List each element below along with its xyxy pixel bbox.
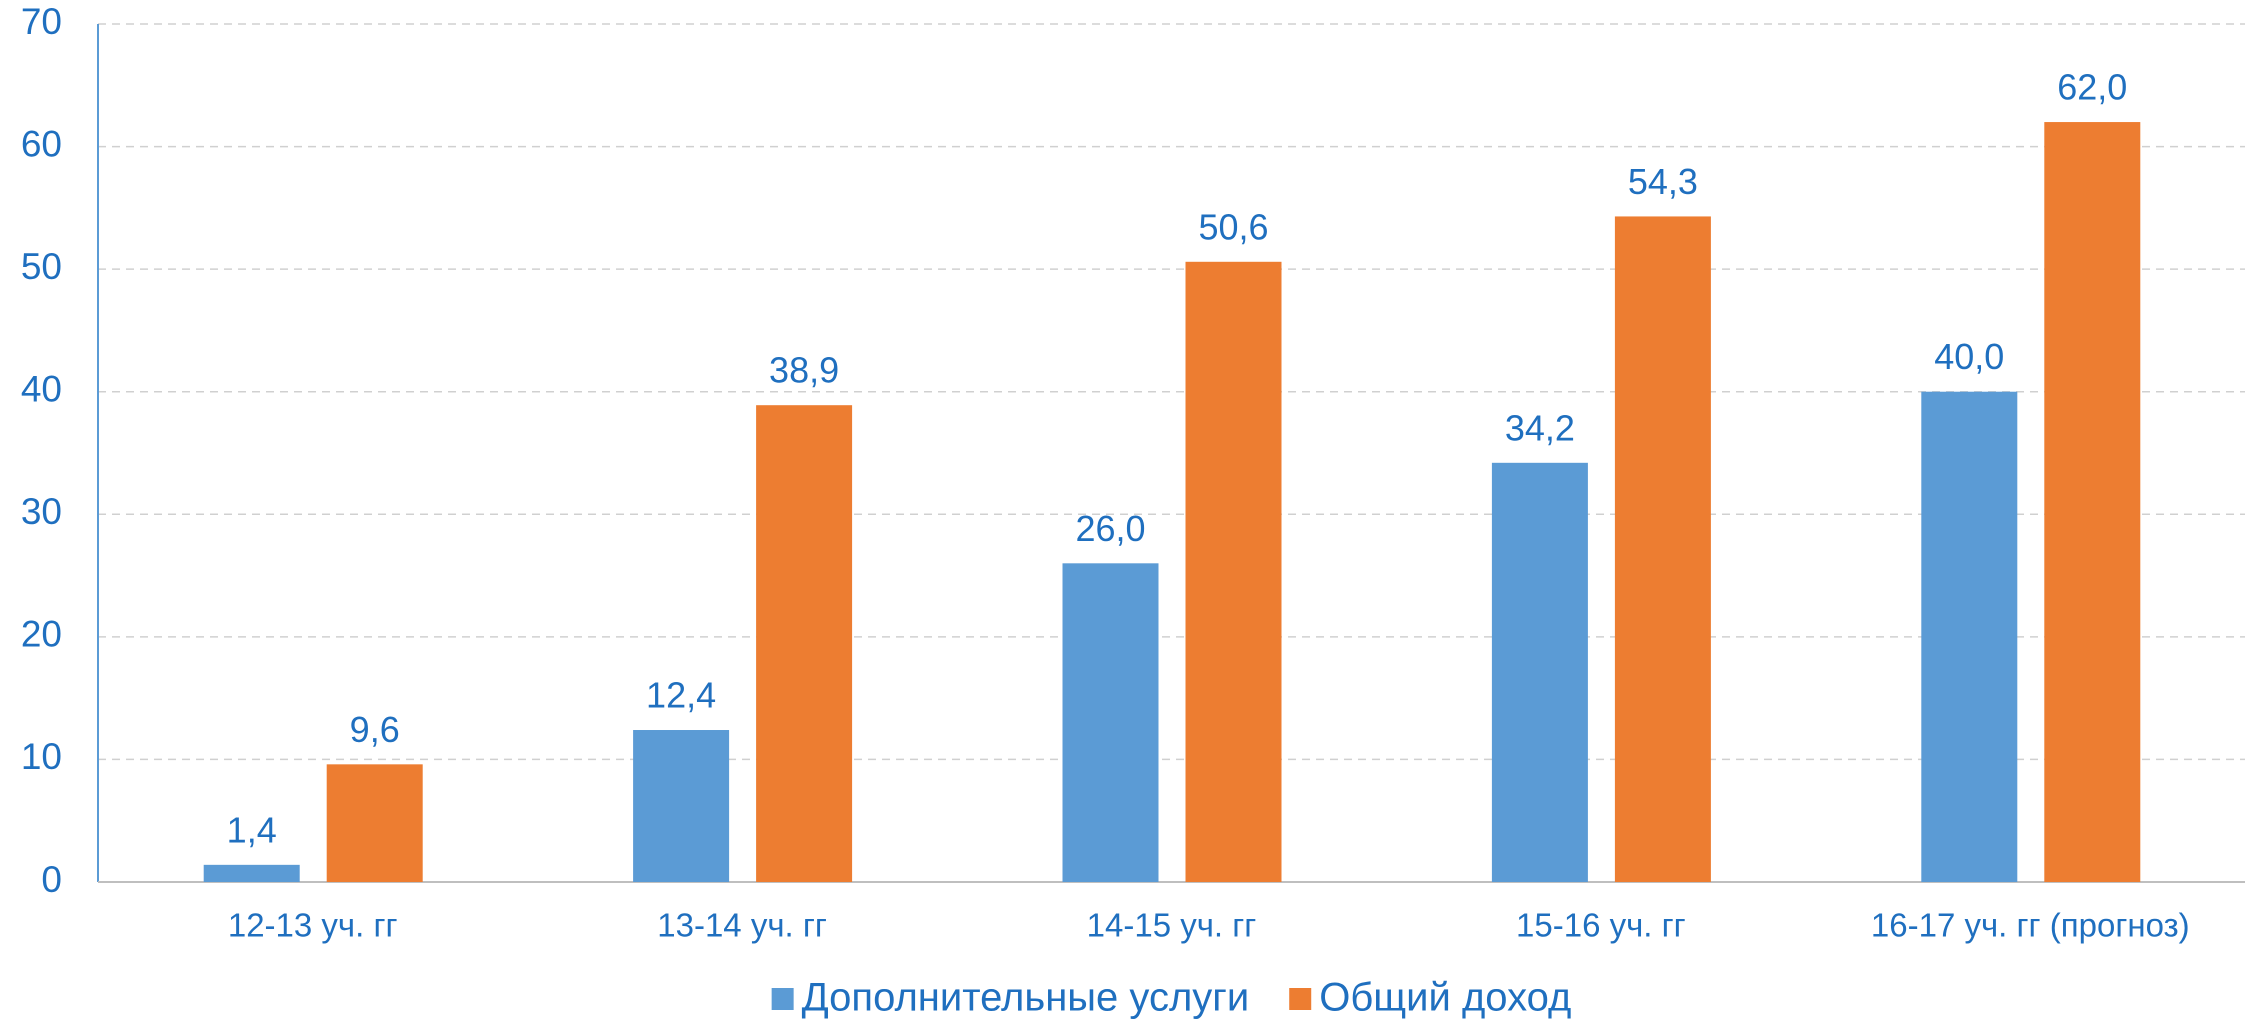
y-tick-label: 30 bbox=[21, 491, 62, 532]
x-tick-label: 12-13 уч. гг bbox=[228, 907, 398, 944]
bar bbox=[1491, 462, 1588, 882]
data-label: 50,6 bbox=[1198, 206, 1268, 247]
data-label: 12,4 bbox=[646, 675, 716, 716]
data-label: 34,2 bbox=[1505, 407, 1575, 448]
legend-label: Общий доход bbox=[1319, 976, 1571, 1020]
bar bbox=[756, 405, 853, 882]
y-tick-label: 10 bbox=[21, 736, 62, 777]
x-tick-label: 15-16 уч. гг bbox=[1516, 907, 1686, 944]
data-label: 38,9 bbox=[769, 350, 839, 391]
legend-swatch bbox=[771, 988, 794, 1010]
y-tick-label: 40 bbox=[21, 368, 62, 409]
bar bbox=[326, 764, 423, 882]
y-tick-label: 20 bbox=[21, 614, 62, 655]
y-tick-label: 50 bbox=[21, 246, 62, 287]
bar bbox=[203, 864, 300, 882]
legend-label: Дополнительные услуги bbox=[802, 976, 1250, 1020]
data-label: 1,4 bbox=[227, 809, 277, 850]
y-tick-label: 0 bbox=[41, 859, 62, 900]
bar bbox=[633, 730, 730, 882]
x-tick-label: 13-14 уч. гг bbox=[657, 907, 827, 944]
bar bbox=[1185, 261, 1282, 882]
data-label: 62,0 bbox=[2057, 67, 2127, 108]
x-tick-label: 14-15 уч. гг bbox=[1087, 907, 1257, 944]
x-tick-label: 16-17 уч. гг (прогноз) bbox=[1871, 907, 2190, 944]
bar bbox=[1614, 216, 1711, 883]
data-label: 54,3 bbox=[1628, 161, 1698, 202]
data-label: 40,0 bbox=[1934, 336, 2004, 377]
y-tick-label: 60 bbox=[21, 123, 62, 164]
data-label: 9,6 bbox=[350, 709, 400, 750]
bar bbox=[1921, 391, 2018, 882]
y-tick-label: 70 bbox=[21, 1, 62, 42]
legend-swatch bbox=[1289, 988, 1312, 1010]
bar bbox=[1062, 563, 1159, 882]
bar bbox=[2044, 122, 2141, 883]
data-label: 26,0 bbox=[1075, 508, 1145, 549]
